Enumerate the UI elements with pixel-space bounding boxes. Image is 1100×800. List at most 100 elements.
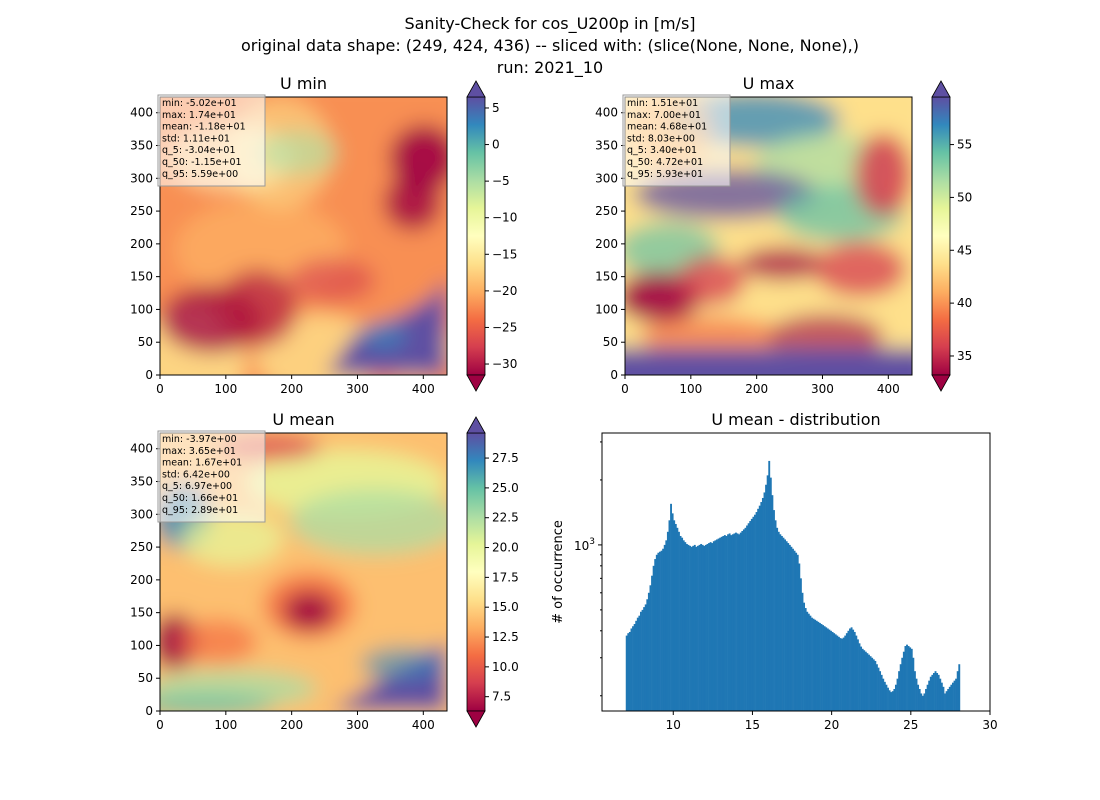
- histogram-bar: [704, 544, 707, 711]
- histogram-bar: [768, 460, 771, 711]
- histogram-bar: [868, 654, 870, 711]
- x-tick-label: 0: [621, 382, 629, 396]
- colorbar-tick-label: 17.5: [492, 570, 519, 584]
- x-tick-label: 25: [903, 718, 918, 732]
- histogram-bar: [744, 527, 747, 711]
- stats-box: [157, 430, 266, 523]
- stats-line: max: 7.00e+01: [627, 110, 701, 121]
- stats-line: std: 1.11e+01: [162, 133, 230, 144]
- histogram-bar: [931, 674, 934, 711]
- histogram-bar: [792, 548, 794, 711]
- histogram-bar: [641, 609, 644, 711]
- x-tick-label: 100: [679, 382, 702, 396]
- histogram-bar: [719, 537, 722, 711]
- histogram-bar: [885, 684, 888, 711]
- stats-line: max: 3.65e+01: [162, 446, 236, 457]
- axes-frame: [159, 432, 448, 712]
- histogram-bar: [925, 688, 927, 711]
- y-tick-label: 300: [130, 171, 153, 185]
- histogram-bar: [643, 607, 646, 711]
- histogram-bar: [820, 624, 823, 711]
- histogram-bar: [659, 551, 661, 711]
- histogram-bar: [703, 545, 706, 711]
- histogram-bar: [649, 585, 652, 711]
- histogram-bar: [836, 635, 839, 711]
- histogram-bar: [666, 531, 669, 711]
- histogram-bar: [695, 546, 698, 711]
- histogram-bar: [771, 495, 774, 711]
- y-tick-label: 0: [145, 704, 153, 718]
- y-tick-label: 300: [595, 171, 618, 185]
- histogram-bar: [858, 643, 861, 711]
- histogram-bar: [627, 633, 630, 711]
- histogram-bar: [850, 627, 853, 711]
- histogram-bar: [723, 535, 726, 711]
- histogram-bar: [709, 542, 712, 711]
- histogram-bar: [777, 531, 780, 711]
- stats-line: q_95: 5.93e+01: [627, 169, 703, 180]
- histogram-bar: [652, 565, 655, 711]
- stats-line: q_5: 6.97e+00: [162, 481, 232, 492]
- stats-line: q_50: 4.72e+01: [627, 157, 703, 168]
- heatmap-region: [160, 694, 275, 711]
- colorbar: [466, 96, 486, 376]
- colorbar-tick-label: 5: [492, 101, 500, 115]
- histogram-bar: [847, 630, 850, 711]
- histogram-bar: [866, 653, 869, 711]
- histogram-bar: [807, 613, 810, 711]
- histogram-bar: [806, 611, 809, 711]
- y-tick-label: 0: [145, 368, 153, 382]
- histogram-bar: [936, 672, 939, 711]
- histogram-bar: [693, 544, 696, 711]
- histogram-bar: [780, 535, 783, 711]
- histogram-bar: [773, 510, 775, 711]
- stats-line: std: 6.42e+00: [162, 469, 230, 480]
- histogram-bar: [736, 533, 739, 711]
- histogram-bar: [880, 674, 883, 711]
- histogram-bar: [913, 671, 916, 711]
- histogram-bar: [630, 628, 633, 711]
- y-tick-label: 150: [130, 270, 153, 284]
- histogram-bar: [757, 508, 760, 711]
- histogram-bar: [646, 599, 649, 711]
- histogram-bar: [917, 684, 920, 711]
- stats-line: q_50: 1.66e+01: [162, 493, 238, 504]
- histogram-bar: [901, 657, 904, 711]
- y-tick-label: 0: [610, 368, 618, 382]
- histogram-bar: [839, 638, 842, 711]
- x-tick-label: 400: [412, 382, 435, 396]
- colorbar-tick-label: 35: [957, 349, 972, 363]
- panel-title: U mean: [272, 410, 334, 429]
- histogram-bar: [920, 693, 923, 711]
- histogram-bar: [640, 611, 642, 711]
- histogram-bar: [898, 671, 901, 711]
- stats-line: q_5: 3.40e+01: [627, 145, 697, 156]
- histogram-bar: [628, 631, 631, 711]
- histogram-bar: [689, 545, 691, 711]
- histogram-bar: [657, 552, 660, 711]
- histogram-bar: [837, 636, 840, 711]
- histogram-bar: [755, 512, 758, 711]
- histogram-bar: [668, 520, 671, 711]
- histogram-bar: [918, 688, 921, 711]
- histogram-bar: [945, 691, 948, 711]
- colorbar-tick-label: −20: [492, 284, 517, 298]
- histogram-bar: [860, 646, 863, 711]
- histogram-bar: [956, 671, 959, 711]
- x-tick-label: 300: [346, 382, 369, 396]
- heatmap-region: [360, 322, 407, 350]
- histogram-bar: [940, 682, 943, 711]
- histogram-bar: [701, 544, 704, 711]
- histogram-bar: [831, 631, 834, 711]
- histogram-bar: [939, 678, 942, 711]
- y-tick-label: 150: [595, 270, 618, 284]
- histogram-bar: [950, 684, 953, 711]
- histogram-bar: [774, 520, 777, 711]
- histogram-bar: [879, 671, 882, 711]
- figure-title-line-1: Sanity-Check for cos_U200p in [m/s]: [404, 14, 695, 34]
- heatmap-region: [639, 316, 783, 356]
- histogram-bar: [833, 633, 836, 711]
- histogram-bar: [915, 678, 918, 711]
